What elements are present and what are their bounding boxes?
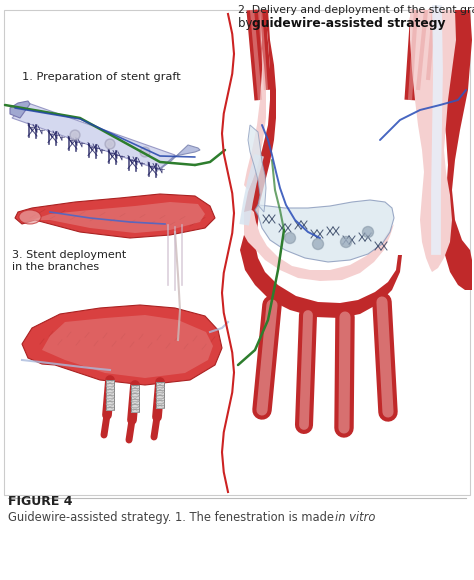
- Circle shape: [72, 132, 79, 139]
- Polygon shape: [240, 10, 266, 190]
- Circle shape: [140, 147, 150, 157]
- Polygon shape: [240, 235, 402, 318]
- Circle shape: [315, 241, 321, 247]
- Polygon shape: [42, 315, 213, 378]
- Text: 1. Preparation of stent graft: 1. Preparation of stent graft: [22, 72, 181, 82]
- Circle shape: [312, 238, 323, 249]
- Text: in the branches: in the branches: [12, 262, 99, 272]
- Polygon shape: [14, 116, 162, 169]
- Circle shape: [105, 139, 115, 149]
- Text: 2. Delivery and deployment of the stent graft: 2. Delivery and deployment of the stent …: [238, 5, 474, 15]
- Circle shape: [284, 233, 295, 244]
- Text: by: by: [238, 17, 256, 30]
- Circle shape: [287, 235, 293, 241]
- Polygon shape: [158, 145, 200, 170]
- Text: 3. Stent deployment: 3. Stent deployment: [12, 250, 126, 260]
- Circle shape: [365, 229, 371, 235]
- Polygon shape: [32, 202, 205, 233]
- Polygon shape: [244, 210, 394, 281]
- Text: in vitro: in vitro: [335, 511, 375, 524]
- Bar: [156, 382, 164, 408]
- Polygon shape: [22, 305, 222, 385]
- FancyBboxPatch shape: [4, 10, 470, 495]
- Ellipse shape: [19, 210, 41, 224]
- Bar: [106, 380, 114, 410]
- Text: guidewire-assisted strategy: guidewire-assisted strategy: [252, 17, 446, 30]
- Polygon shape: [410, 10, 456, 272]
- Polygon shape: [15, 194, 215, 238]
- Polygon shape: [12, 103, 175, 170]
- Circle shape: [70, 130, 80, 140]
- Polygon shape: [10, 101, 30, 118]
- Text: Guidewire-assisted strategy. 1. The fenestration is made: Guidewire-assisted strategy. 1. The fene…: [8, 511, 337, 524]
- Circle shape: [343, 239, 349, 245]
- Polygon shape: [232, 10, 276, 244]
- Bar: [131, 385, 139, 412]
- Circle shape: [142, 148, 148, 155]
- Circle shape: [363, 227, 374, 237]
- Circle shape: [107, 140, 113, 147]
- Polygon shape: [248, 125, 266, 212]
- Polygon shape: [398, 10, 472, 290]
- Circle shape: [340, 237, 352, 248]
- Text: FIGURE 4: FIGURE 4: [8, 495, 73, 508]
- Polygon shape: [255, 200, 394, 262]
